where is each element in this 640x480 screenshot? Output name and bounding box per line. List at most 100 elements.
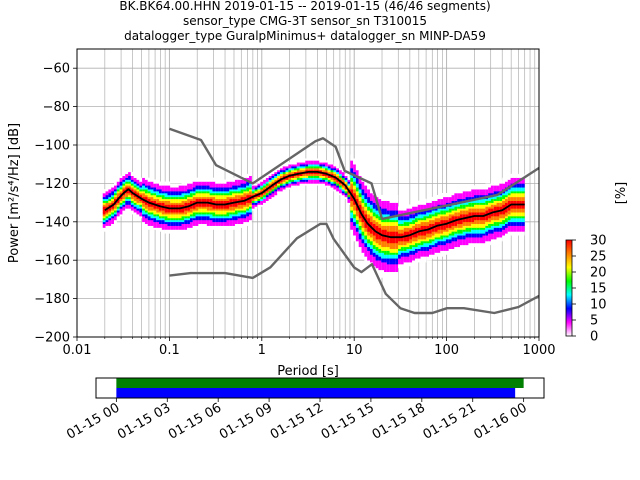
- heat-cell: [201, 212, 205, 215]
- heat-cell: [445, 246, 449, 249]
- heat-cell: [403, 246, 407, 249]
- heat-cell: [381, 246, 385, 249]
- heat-cell: [434, 210, 438, 213]
- heat-cell: [226, 214, 230, 217]
- heat-cell: [167, 217, 171, 221]
- heat-cell: [358, 189, 362, 192]
- heat-cell: [322, 166, 325, 169]
- heat-cell: [502, 183, 505, 186]
- heat-cell: [206, 208, 210, 211]
- heat-cell: [119, 214, 123, 217]
- heat-cell: [274, 187, 278, 190]
- heat-cell: [457, 193, 460, 196]
- heat-cell: [510, 189, 514, 192]
- heat-cell: [381, 221, 385, 225]
- heat-cell: [423, 250, 427, 253]
- heat-cell: [111, 191, 115, 194]
- heat-cell: [507, 212, 511, 215]
- heat-cell: [139, 185, 143, 188]
- heat-cell: [412, 227, 415, 230]
- heat-cell: [386, 273, 390, 276]
- heat-cell: [423, 198, 427, 201]
- heat-cell: [296, 160, 300, 163]
- heat-cell: [513, 225, 517, 228]
- heat-cell: [218, 183, 221, 186]
- heat-cell: [218, 221, 221, 225]
- heat-cell: [344, 173, 348, 177]
- heat-cell: [161, 193, 165, 196]
- heat-cell: [170, 210, 174, 213]
- heat-cell: [130, 171, 134, 175]
- heat-cell: [201, 196, 205, 200]
- heat-cell: [232, 225, 235, 228]
- heat-cell: [184, 200, 188, 203]
- heat-cell: [285, 171, 289, 175]
- heat-cell: [249, 185, 252, 188]
- heat-cell: [341, 173, 345, 177]
- heat-cell: [372, 227, 376, 230]
- heat-cell: [347, 181, 351, 184]
- heat-cell: [443, 221, 446, 225]
- heat-cell: [375, 229, 379, 232]
- heat-cell: [181, 183, 185, 186]
- heat-cell: [246, 202, 250, 205]
- heat-cell: [516, 212, 520, 215]
- heat-cell: [392, 221, 396, 225]
- heat-cell: [254, 185, 258, 188]
- heat-cell: [386, 210, 390, 213]
- heat-cell: [251, 193, 255, 196]
- heat-cell: [482, 239, 486, 242]
- heat-cell: [367, 202, 370, 205]
- heat-cell: [510, 229, 514, 232]
- heat-cell: [150, 200, 154, 203]
- heat-cell: [355, 217, 359, 221]
- heat-cell: [361, 191, 365, 194]
- heat-cell: [167, 200, 171, 203]
- heat-cell: [209, 219, 213, 223]
- heat-cell: [420, 212, 424, 215]
- heat-cell: [406, 264, 410, 267]
- heat-cell: [381, 273, 385, 276]
- heat-cell: [108, 221, 112, 225]
- heat-cell: [479, 229, 483, 232]
- heat-cell: [367, 260, 370, 263]
- heat-cell: [516, 177, 520, 180]
- heat-cell: [361, 204, 365, 207]
- heat-cell: [412, 204, 415, 207]
- heat-cell: [375, 210, 379, 213]
- heat-cell: [409, 210, 413, 213]
- heat-cell: [234, 179, 238, 182]
- heat-cell: [384, 269, 387, 273]
- heat-cell: [358, 237, 362, 240]
- heat-cell: [459, 235, 463, 238]
- heat-cell: [333, 183, 337, 186]
- heat-cell: [257, 204, 261, 207]
- heat-cell: [431, 212, 435, 215]
- heat-cell: [102, 227, 106, 230]
- heat-cell: [384, 242, 387, 246]
- heat-cell: [440, 231, 444, 234]
- heat-cell: [451, 196, 455, 200]
- heat-cell: [504, 185, 508, 188]
- heat-cell: [474, 231, 477, 234]
- heat-cell: [299, 162, 303, 165]
- heat-cell: [369, 241, 373, 244]
- heat-cell: [206, 214, 210, 217]
- heat-cell: [122, 210, 126, 213]
- heat-cell: [147, 202, 151, 205]
- heat-cell: [212, 208, 216, 211]
- heat-cell: [198, 183, 202, 186]
- heat-cell: [443, 235, 446, 238]
- heat-cell: [367, 221, 370, 225]
- heat-cell: [350, 185, 354, 188]
- heat-cell: [260, 185, 264, 188]
- heat-cell: [361, 175, 365, 178]
- heat-cell: [277, 181, 280, 184]
- heat-cell: [192, 223, 196, 226]
- heat-cell: [462, 194, 466, 198]
- heat-cell: [395, 217, 399, 221]
- heat-cell: [389, 202, 393, 205]
- heat-cell: [178, 225, 182, 228]
- heat-cell: [249, 177, 252, 180]
